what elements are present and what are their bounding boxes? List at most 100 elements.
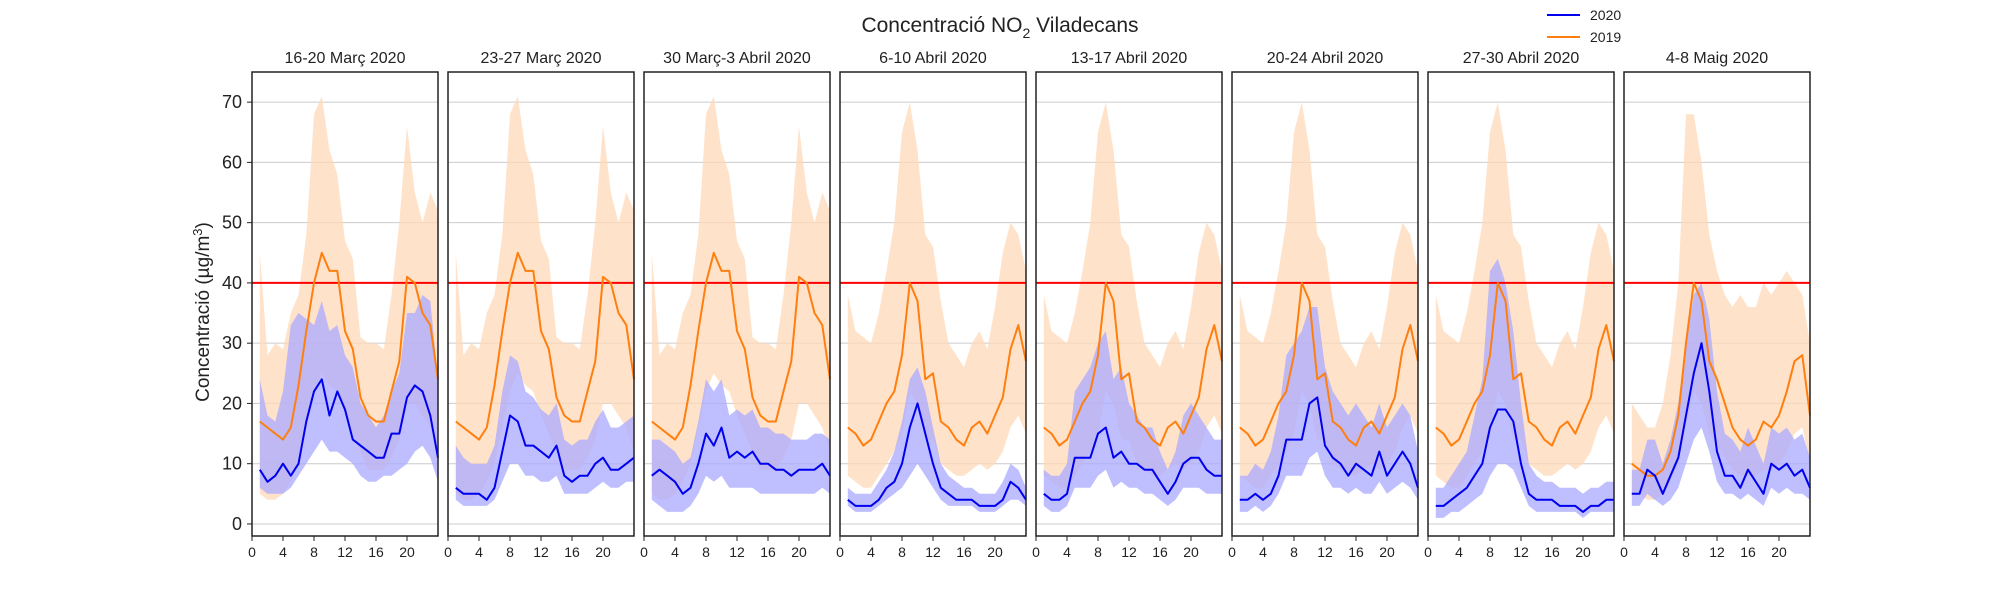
x-tick-label: 20 bbox=[1183, 544, 1199, 560]
x-tick-label: 4 bbox=[1455, 544, 1463, 560]
x-tick-label: 0 bbox=[640, 544, 648, 560]
panel-3: 30 Març-3 Abril 2020 0 4 8 12 16 20 bbox=[640, 50, 831, 560]
x-tick-label: 12 bbox=[1121, 544, 1137, 560]
x-tick-label: 20 bbox=[399, 544, 415, 560]
x-tick-label: 12 bbox=[337, 544, 353, 560]
x-tick-label: 4 bbox=[1651, 544, 1659, 560]
x-tick-label: 16 bbox=[1740, 544, 1756, 560]
panel-title: 30 Març-3 Abril 2020 bbox=[663, 50, 811, 67]
x-tick-label: 0 bbox=[1620, 544, 1628, 560]
panel-title: 20-24 Abril 2020 bbox=[1267, 50, 1384, 67]
line-2019 bbox=[847, 281, 1027, 447]
line-2020 bbox=[651, 426, 831, 495]
x-tick-label: 16 bbox=[760, 544, 776, 560]
panel-2: 23-27 Març 2020 0 4 8 12 16 20 bbox=[444, 50, 635, 560]
band-2019 bbox=[455, 96, 634, 500]
band-2020 bbox=[651, 379, 830, 512]
y-tick-label: 0 bbox=[232, 514, 242, 534]
x-tick-label: 12 bbox=[1709, 544, 1725, 560]
line-2019 bbox=[1435, 281, 1615, 447]
x-tick-label: 20 bbox=[1771, 544, 1787, 560]
band-2020 bbox=[1239, 307, 1418, 512]
x-tick-label: 4 bbox=[1063, 544, 1071, 560]
x-tick-label: 8 bbox=[702, 544, 710, 560]
line-2019 bbox=[1239, 281, 1419, 447]
y-tick-label: 10 bbox=[222, 454, 242, 474]
y-tick-label: 70 bbox=[222, 92, 242, 112]
line-2020 bbox=[1239, 396, 1419, 501]
x-tick-label: 20 bbox=[791, 544, 807, 560]
x-tick-label: 4 bbox=[867, 544, 875, 560]
panel-title: 16-20 Març 2020 bbox=[285, 50, 406, 67]
y-tick-label: 20 bbox=[222, 393, 242, 413]
y-tick-label: 40 bbox=[222, 273, 242, 293]
x-tick-label: 8 bbox=[506, 544, 514, 560]
line-2020 bbox=[455, 414, 635, 501]
line-2020 bbox=[258, 378, 439, 483]
y-tick-label: 60 bbox=[222, 152, 242, 172]
y-tick-label: 30 bbox=[222, 333, 242, 353]
panel-4: 6-10 Abril 2020 0 4 8 12 16 20 bbox=[836, 50, 1027, 560]
band-2020 bbox=[1631, 282, 1810, 506]
x-tick-label: 0 bbox=[1228, 544, 1236, 560]
panel-1: 16-20 Març 2020 0 4 8 12 16 20 0 10 20 30 40 50 60 70 bbox=[222, 50, 439, 560]
x-tick-label: 16 bbox=[1544, 544, 1560, 560]
x-tick-label: 8 bbox=[310, 544, 318, 560]
x-tick-label: 12 bbox=[729, 544, 745, 560]
panel-title: 13-17 Abril 2020 bbox=[1071, 50, 1188, 67]
x-tick-label: 4 bbox=[279, 544, 287, 560]
x-tick-label: 16 bbox=[956, 544, 972, 560]
x-tick-label: 16 bbox=[368, 544, 384, 560]
x-tick-label: 16 bbox=[1152, 544, 1168, 560]
panel-6: 20-24 Abril 2020 0 4 8 12 16 20 bbox=[1228, 50, 1419, 560]
chart-title: Concentració NO2 Viladecans bbox=[861, 14, 1138, 41]
x-tick-label: 20 bbox=[595, 544, 611, 560]
x-tick-label: 20 bbox=[1379, 544, 1395, 560]
x-tick-label: 8 bbox=[898, 544, 906, 560]
x-tick-label: 0 bbox=[1424, 544, 1432, 560]
x-tick-label: 16 bbox=[1348, 544, 1364, 560]
x-tick-label: 16 bbox=[564, 544, 580, 560]
x-tick-label: 12 bbox=[1317, 544, 1333, 560]
band-2019 bbox=[847, 102, 1026, 488]
x-tick-label: 4 bbox=[1259, 544, 1267, 560]
x-tick-label: 4 bbox=[671, 544, 679, 560]
line-2019 bbox=[651, 251, 831, 441]
x-tick-label: 12 bbox=[1513, 544, 1529, 560]
panel-8: 4-8 Maig 2020 0 4 8 12 16 20 bbox=[1620, 50, 1811, 560]
band-2020 bbox=[1435, 258, 1614, 518]
band-2019 bbox=[651, 96, 830, 500]
panel-title: 6-10 Abril 2020 bbox=[879, 50, 987, 67]
panel-title: 27-30 Abril 2020 bbox=[1463, 50, 1580, 67]
y-axis-label: Concentració (µg/m3) bbox=[190, 222, 214, 402]
panel-title: 4-8 Maig 2020 bbox=[1666, 50, 1768, 67]
line-2020 bbox=[1631, 342, 1811, 495]
line-2020 bbox=[1435, 408, 1614, 513]
legend-label-2020: 2020 bbox=[1590, 7, 1621, 23]
line-2019 bbox=[259, 251, 439, 441]
x-tick-label: 12 bbox=[925, 544, 941, 560]
x-tick-label: 12 bbox=[533, 544, 549, 560]
band-2020 bbox=[1043, 331, 1222, 512]
y-tick-label: 50 bbox=[222, 213, 242, 233]
x-tick-label: 20 bbox=[987, 544, 1003, 560]
x-tick-label: 8 bbox=[1486, 544, 1494, 560]
panel-title: 23-27 Març 2020 bbox=[481, 50, 602, 67]
line-2019 bbox=[1631, 281, 1811, 477]
legend: 2020 2019 bbox=[1547, 7, 1621, 45]
legend-label-2019: 2019 bbox=[1590, 29, 1621, 45]
x-tick-label: 0 bbox=[444, 544, 452, 560]
panel-5: 13-17 Abril 2020 0 4 8 12 16 20 bbox=[1032, 50, 1223, 560]
x-tick-label: 20 bbox=[1575, 544, 1591, 560]
band-2020 bbox=[847, 367, 1026, 512]
line-2019 bbox=[1043, 281, 1223, 447]
x-tick-label: 8 bbox=[1682, 544, 1690, 560]
line-2019 bbox=[455, 251, 635, 441]
band-2019 bbox=[1631, 114, 1810, 500]
x-tick-label: 0 bbox=[248, 544, 256, 560]
band-2020 bbox=[455, 355, 634, 506]
line-2020 bbox=[847, 402, 1027, 507]
panel-7: 27-30 Abril 2020 0 4 8 12 16 20 bbox=[1424, 50, 1615, 560]
x-tick-label: 8 bbox=[1094, 544, 1102, 560]
